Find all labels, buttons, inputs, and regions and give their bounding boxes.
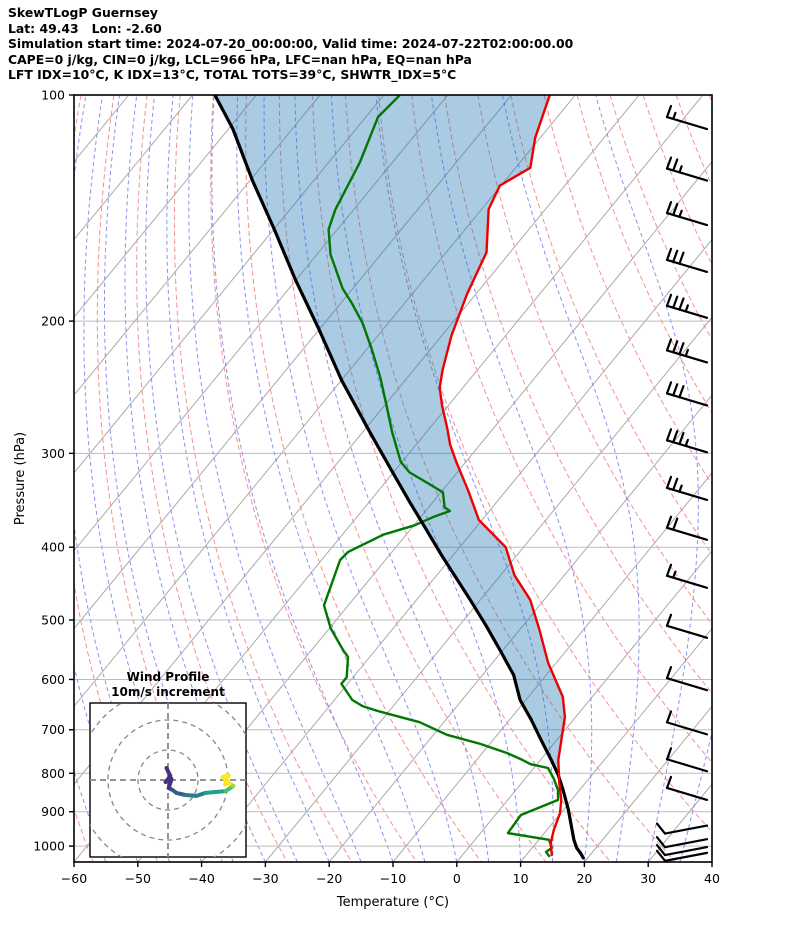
y-axis-label: Pressure (hPa) [13, 432, 28, 525]
x-tick-label: −50 [125, 871, 151, 886]
lat-lon-text: Lat: 49.43 Lon: -2.60 [8, 20, 162, 36]
wind-barb [655, 849, 709, 862]
wind-barb [655, 843, 709, 857]
y-tick-label: 500 [41, 612, 65, 627]
wind-barb [665, 613, 709, 639]
temperature-curve [438, 95, 567, 857]
y-tick-label: 300 [41, 446, 65, 461]
sim-time-text: Simulation start time: 2024-07-20_00:00:… [8, 36, 574, 52]
x-tick-label: 30 [640, 871, 656, 886]
wind-barb [665, 104, 709, 131]
dewpoint-curve [322, 95, 560, 858]
wind-barb [665, 515, 709, 541]
x-tick-label: 20 [576, 871, 592, 886]
cin-shade-region [214, 95, 565, 773]
y-tick-label: 800 [41, 766, 65, 781]
hodograph-trace [163, 766, 236, 798]
wind-barb [655, 836, 709, 849]
y-tick-label: 700 [41, 722, 65, 737]
indices-text-2: LFT IDX=10°C, K IDX=13°C, TOTAL TOTS=39°… [8, 67, 457, 83]
y-tick-label: 400 [41, 540, 65, 555]
wind-barb [665, 338, 709, 364]
indices-text-1: CAPE=0 j/kg, CIN=0 j/kg, LCL=966 hPa, LF… [8, 51, 472, 67]
x-tick-label: 10 [513, 871, 529, 886]
x-axis-label: Temperature (°C) [336, 895, 449, 910]
wind-barb [665, 200, 709, 227]
y-tick-label: 100 [41, 88, 65, 103]
wind-barb [665, 563, 709, 589]
x-tick-label: −20 [316, 871, 342, 886]
x-tick-label: 40 [704, 871, 720, 886]
x-tick-label: −40 [188, 871, 214, 886]
wind-barb [665, 428, 709, 454]
hodograph-title: Wind Profile [127, 670, 210, 684]
wind-barb [665, 747, 709, 773]
wind-barb [665, 247, 709, 274]
y-tick-label: 600 [41, 672, 65, 687]
wind-barb [665, 156, 709, 182]
wind-barb [665, 381, 709, 407]
parcel-curve [213, 95, 585, 860]
plot-title: SkewTLogP Guernsey [8, 5, 158, 20]
wind-barb [665, 293, 709, 319]
y-tick-label: 1000 [33, 839, 65, 854]
profile-lines [213, 95, 585, 860]
wind-barb [665, 666, 709, 692]
x-tick-label: −60 [61, 871, 87, 886]
wind-barb [665, 710, 709, 736]
wind-barb [655, 822, 709, 835]
y-tick-label: 200 [41, 314, 65, 329]
wind-barbs [655, 104, 709, 862]
wind-barb [665, 475, 709, 501]
x-tick-label: 0 [453, 871, 461, 886]
wind-barb [665, 775, 709, 802]
header-block: SkewTLogP Guernsey Lat: 49.43 Lon: -2.60 S… [8, 5, 573, 83]
y-tick-label: 900 [41, 804, 65, 819]
hodograph-subtitle: 10m/s increment [111, 685, 225, 699]
x-tick-label: −10 [380, 871, 406, 886]
x-tick-label: −30 [252, 871, 278, 886]
